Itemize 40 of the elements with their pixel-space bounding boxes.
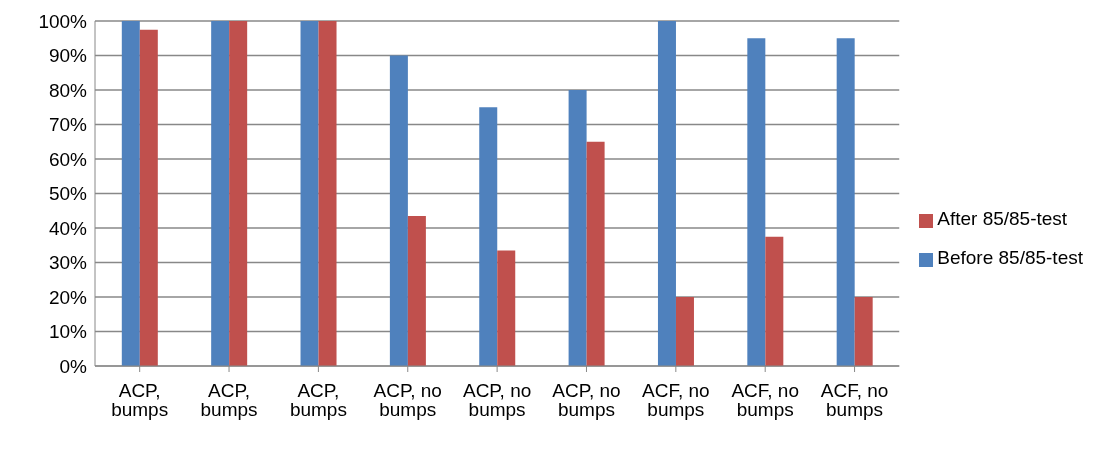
y-tick-label: 60% — [48, 148, 88, 170]
y-tick-label: 40% — [48, 217, 88, 239]
x-tick-label: ACF, no bumps — [642, 380, 710, 421]
bar — [229, 21, 248, 366]
bar — [657, 21, 676, 366]
y-tick-label: 80% — [48, 79, 88, 101]
legend-label: Before 85/85-test — [937, 247, 1083, 268]
bar — [836, 38, 855, 366]
x-tick-label: ACP, no bumps — [552, 380, 621, 421]
x-tick-label: ACF, no bumps — [820, 380, 889, 421]
bar — [675, 297, 694, 366]
x-tick-label: ACF, no bumps — [731, 380, 799, 421]
bar — [211, 21, 230, 366]
bar — [497, 250, 516, 366]
y-tick-label: 20% — [48, 286, 88, 308]
bar — [747, 38, 766, 366]
bar — [586, 141, 605, 366]
legend-label: After 85/85-test — [937, 208, 1068, 229]
bar — [139, 29, 158, 366]
y-tick-label: 30% — [48, 252, 88, 274]
bar — [479, 107, 498, 366]
x-tick-label: ACP, no bumps — [462, 380, 532, 421]
bar — [389, 55, 408, 366]
x-tick-label: ACP, bumps — [289, 380, 347, 421]
x-tick-label: ACP, no bumps — [373, 380, 442, 421]
y-tick-label: 0% — [59, 355, 88, 377]
x-tick-label: ACP, bumps — [200, 380, 258, 421]
x-tick-label: ACP, bumps — [111, 380, 169, 421]
y-tick-label: 10% — [48, 321, 88, 343]
y-tick-label: 70% — [48, 114, 88, 136]
y-tick-label: 90% — [48, 45, 88, 67]
y-tick-label: 50% — [48, 183, 88, 205]
bar — [854, 297, 873, 366]
bar — [121, 21, 140, 366]
bar — [300, 21, 319, 366]
bar — [407, 215, 426, 366]
bar — [765, 236, 784, 366]
bar — [318, 21, 337, 366]
bar — [568, 90, 587, 366]
y-tick-label: 100% — [38, 10, 88, 32]
